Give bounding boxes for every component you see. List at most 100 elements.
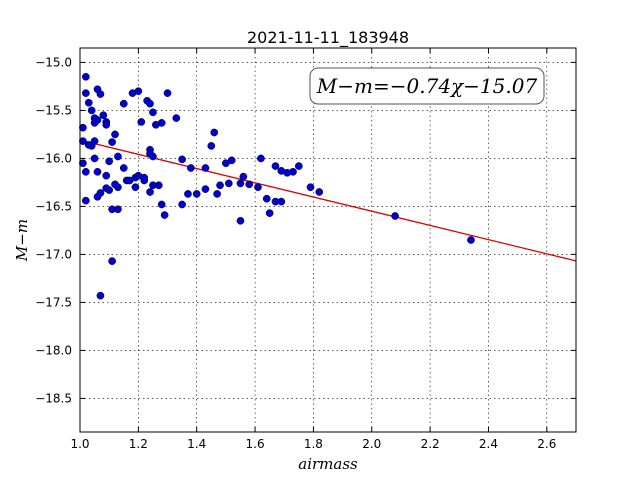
- data-point: [192, 190, 201, 198]
- data-point: [93, 192, 102, 201]
- data-point: [239, 172, 248, 181]
- data-point: [236, 179, 245, 188]
- data-point: [102, 184, 111, 193]
- data-point: [149, 108, 157, 117]
- data-point: [137, 118, 146, 126]
- data-point: [90, 137, 99, 145]
- data-point: [102, 120, 111, 129]
- data-point: [213, 190, 221, 198]
- data-point: [125, 176, 134, 185]
- data-point: [114, 152, 122, 161]
- x-tick-label: 1.8: [304, 437, 323, 451]
- data-point: [108, 138, 116, 146]
- y-tick-label: −17.5: [35, 295, 72, 309]
- y-axis-label: M−m: [13, 219, 31, 262]
- data-point: [265, 209, 274, 217]
- grid: [80, 48, 576, 432]
- data-point: [114, 183, 122, 192]
- x-tick-label: 2.2: [421, 437, 440, 451]
- y-tick-label: −17.0: [35, 247, 72, 261]
- data-point: [81, 72, 90, 81]
- data-point: [277, 197, 286, 206]
- data-point: [157, 200, 166, 209]
- y-tick-label: −18.5: [35, 391, 72, 405]
- x-tick-label: 2.4: [479, 437, 498, 451]
- fit-equation: M−m=−0.74χ−15.07: [316, 74, 538, 98]
- data-point: [81, 167, 90, 176]
- y-tick-label: −15.5: [35, 103, 72, 117]
- data-point: [146, 99, 154, 108]
- data-point: [178, 155, 186, 164]
- fit-annotation: M−m=−0.74χ−15.07: [309, 67, 545, 105]
- data-point: [172, 114, 181, 122]
- data-point: [163, 89, 172, 97]
- annotation-box: [309, 67, 545, 105]
- data-point: [306, 183, 315, 192]
- data-point: [81, 196, 90, 205]
- data-point: [131, 183, 140, 192]
- data-point: [201, 164, 210, 172]
- data-point: [187, 164, 195, 172]
- x-tick-label: 1.6: [246, 437, 265, 451]
- data-point: [84, 141, 93, 149]
- data-point: [467, 236, 475, 244]
- x-tick-label: 2.0: [362, 437, 381, 451]
- x-axis-label: airmass: [298, 455, 358, 473]
- data-point: [262, 194, 271, 203]
- data-point: [289, 167, 297, 176]
- x-tick-label: 2.6: [537, 437, 556, 451]
- data-point: [294, 162, 303, 170]
- axis-ticks: 1.0 1.2 1.4 1.6 1.8 2.0 2.2 2.4 2.6 −15.0 −15.5 −16…: [35, 48, 576, 451]
- data-point: [146, 188, 154, 196]
- data-point: [108, 257, 116, 265]
- data-point: [119, 164, 128, 172]
- data-point: [160, 211, 169, 219]
- data-point: [119, 99, 128, 108]
- data-point: [216, 181, 224, 190]
- data-point: [391, 212, 399, 220]
- data-points: [79, 72, 475, 300]
- data-point: [96, 291, 105, 300]
- data-point: [227, 156, 236, 165]
- data-point: [87, 106, 96, 115]
- data-point: [90, 154, 99, 163]
- chart-title: 2021-11-11_183948: [247, 28, 409, 48]
- data-point: [102, 171, 111, 180]
- y-tick-label: −16.5: [35, 199, 72, 213]
- data-point: [140, 173, 149, 182]
- data-point: [114, 205, 122, 214]
- data-point: [245, 180, 254, 189]
- x-tick-label: 1.0: [70, 437, 89, 451]
- data-point: [178, 200, 186, 209]
- fit-line-group: [79, 139, 577, 262]
- x-tick-label: 1.2: [129, 437, 148, 451]
- y-tick-label: −15.0: [35, 55, 72, 69]
- data-point: [93, 167, 102, 176]
- data-point: [201, 185, 210, 193]
- data-point: [134, 87, 143, 96]
- data-point: [157, 119, 166, 127]
- data-point: [257, 154, 265, 163]
- data-point: [254, 183, 262, 192]
- data-point: [79, 137, 87, 145]
- data-point: [149, 181, 157, 190]
- plot-frame: [79, 47, 577, 433]
- data-point: [207, 142, 216, 150]
- data-point: [105, 157, 114, 166]
- data-point: [184, 190, 192, 198]
- data-point: [224, 179, 233, 188]
- x-tick-label: 1.4: [187, 437, 206, 451]
- data-point: [79, 123, 87, 132]
- data-point: [315, 188, 324, 196]
- y-tick-label: −18.0: [35, 343, 72, 357]
- y-tick-label: −16.0: [35, 151, 72, 165]
- data-point: [236, 216, 245, 225]
- data-point: [210, 128, 219, 137]
- data-point: [271, 162, 280, 170]
- data-point: [81, 89, 90, 97]
- fit-line: [79, 139, 577, 262]
- data-point: [84, 98, 93, 107]
- data-point: [96, 90, 105, 98]
- data-point: [99, 111, 108, 120]
